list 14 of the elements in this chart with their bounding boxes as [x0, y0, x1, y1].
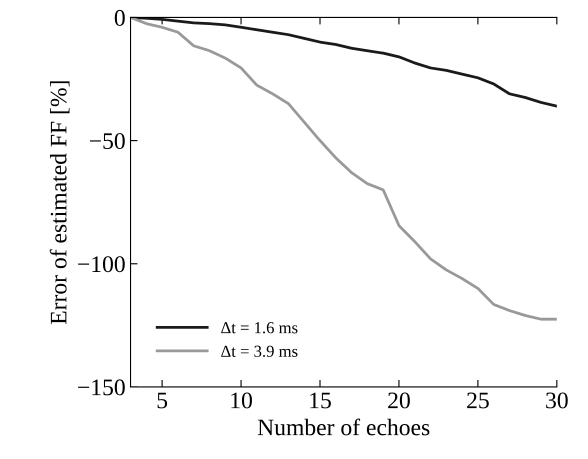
- x-tick-label: 20: [388, 392, 410, 408]
- y-tick-label: 0: [114, 10, 125, 26]
- x-tick-label: 30: [546, 392, 568, 408]
- y-axis-title: Error of estimated FF [%]: [50, 81, 70, 324]
- x-tick-label: 5: [158, 392, 168, 408]
- x-tick-label: 15: [310, 392, 331, 408]
- legend-label: Δt = 3.9 ms: [221, 346, 298, 357]
- x-tick-label: 10: [231, 392, 252, 408]
- y-tick-label: −50: [90, 133, 125, 150]
- x-axis-title: Number of echoes: [258, 418, 430, 436]
- y-tick-label: −150: [78, 379, 125, 396]
- legend-label: Δt = 1.6 ms: [221, 322, 298, 334]
- y-tick-label: −100: [78, 256, 125, 272]
- x-tick-label: 25: [467, 392, 489, 408]
